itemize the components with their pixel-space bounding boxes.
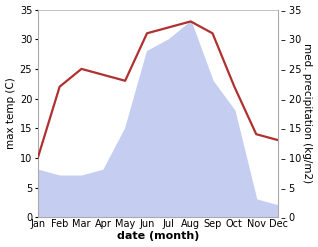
Y-axis label: max temp (C): max temp (C) [5, 78, 16, 149]
X-axis label: date (month): date (month) [117, 231, 199, 242]
Y-axis label: med. precipitation (kg/m2): med. precipitation (kg/m2) [302, 43, 313, 184]
